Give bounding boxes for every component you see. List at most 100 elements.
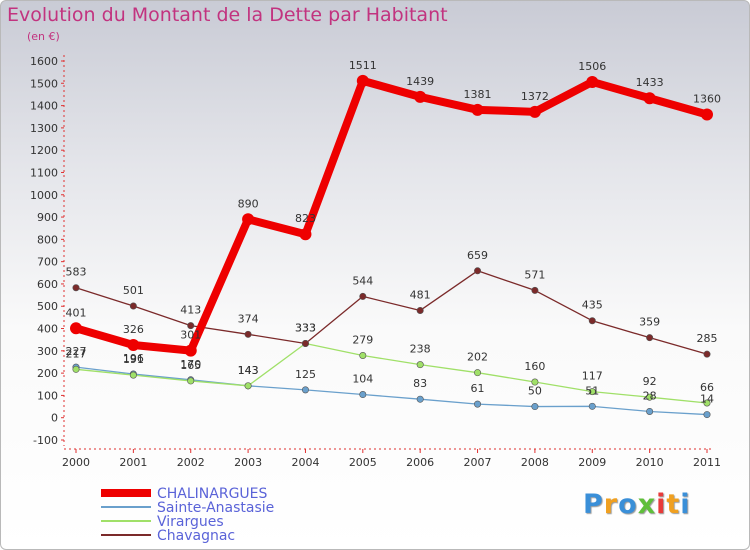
x-tick-label: 2006 <box>406 456 434 469</box>
chart-title: Evolution du Montant de la Dette par Hab… <box>7 4 448 26</box>
y-tick-label: 1500 <box>30 77 58 90</box>
series-line-chalinargues <box>72 76 711 355</box>
data-point <box>129 371 137 379</box>
x-tick-label: 2008 <box>521 456 549 469</box>
data-point <box>701 108 713 121</box>
data-label: 285 <box>697 332 718 345</box>
data-label: 143 <box>238 364 259 377</box>
data-label: 333 <box>295 321 316 334</box>
logo-letter: o <box>618 489 638 520</box>
data-label: 104 <box>352 373 373 386</box>
data-label: 333 <box>295 321 316 334</box>
data-label: 217 <box>66 347 87 360</box>
data-label: 374 <box>238 312 259 325</box>
data-point <box>416 395 424 403</box>
data-label: 890 <box>238 197 259 210</box>
data-label: 301 <box>180 329 201 342</box>
data-point <box>72 365 80 373</box>
data-label: 659 <box>467 249 488 262</box>
data-point <box>129 302 137 310</box>
data-point <box>187 322 195 330</box>
data-point <box>416 306 424 314</box>
y-tick-label: 1100 <box>30 166 58 179</box>
legend-label: Sainte-Anastasie <box>157 500 274 516</box>
data-point <box>356 74 369 87</box>
data-point <box>244 330 252 338</box>
data-point <box>359 391 367 399</box>
data-point <box>646 334 654 342</box>
data-label: 1506 <box>578 60 606 73</box>
y-tick-label: 0 <box>51 412 58 425</box>
data-label: 1381 <box>464 88 492 101</box>
data-point <box>301 386 309 394</box>
y-tick-label: 1400 <box>30 100 58 113</box>
data-point <box>703 411 711 419</box>
data-label: 1372 <box>521 90 549 103</box>
data-label: 1439 <box>406 75 434 88</box>
data-label: 571 <box>524 268 545 281</box>
data-point <box>471 103 484 116</box>
chart-subtitle: (en €) <box>27 30 60 43</box>
y-tick-label: 400 <box>37 323 58 336</box>
logo-letter: i <box>656 489 667 520</box>
data-label: 196 <box>123 352 144 365</box>
y-tick-label: 500 <box>37 300 58 313</box>
data-point <box>531 403 539 411</box>
x-tick-label: 2009 <box>578 456 606 469</box>
data-label: 165 <box>180 359 201 372</box>
logo-letter: x <box>637 489 657 520</box>
legend-label: Chavagnac <box>157 528 235 544</box>
data-label: 435 <box>582 299 603 312</box>
data-point <box>244 382 252 390</box>
data-label: 1360 <box>693 93 721 106</box>
data-label: 51 <box>585 384 599 397</box>
data-label: 401 <box>66 306 87 319</box>
data-label: 823 <box>295 212 316 225</box>
data-point <box>703 399 711 407</box>
data-point <box>474 400 482 408</box>
data-point <box>184 344 197 357</box>
data-label: 359 <box>639 316 660 329</box>
x-tick-label: 2003 <box>234 456 262 469</box>
data-label: 160 <box>524 360 545 373</box>
proxiti-logo: Proxiti <box>583 489 691 520</box>
data-label: 1433 <box>636 76 664 89</box>
data-point <box>531 286 539 294</box>
data-label: 1511 <box>349 59 377 72</box>
data-label: 227 <box>66 345 87 358</box>
data-point <box>70 322 82 335</box>
logo-letter: i <box>680 489 691 520</box>
data-point <box>242 213 255 226</box>
x-tick-label: 2005 <box>349 456 377 469</box>
data-point <box>127 339 140 352</box>
logo-letter: P <box>583 489 604 520</box>
data-point <box>474 369 482 377</box>
data-point <box>299 228 312 241</box>
x-tick-label: 2002 <box>177 456 205 469</box>
data-label: 544 <box>352 274 373 287</box>
x-tick-label: 2004 <box>291 456 319 469</box>
data-point <box>646 393 654 401</box>
y-tick-label: -100 <box>33 434 58 447</box>
data-label: 191 <box>123 353 144 366</box>
logo-letter: r <box>603 489 619 520</box>
data-label: 583 <box>66 266 87 279</box>
data-point <box>643 92 656 105</box>
x-tick-label: 2010 <box>636 456 664 469</box>
data-point <box>703 350 711 358</box>
data-point <box>474 267 482 275</box>
data-point <box>359 352 367 360</box>
y-tick-label: 300 <box>37 345 58 358</box>
y-tick-label: 600 <box>37 278 58 291</box>
data-label: 117 <box>582 370 603 383</box>
y-tick-label: 1200 <box>30 144 58 157</box>
data-point <box>531 378 539 386</box>
data-point <box>301 339 309 347</box>
data-label: 481 <box>410 288 431 301</box>
logo-letter: t <box>666 489 681 520</box>
data-label: 279 <box>352 334 373 347</box>
data-label: 202 <box>467 351 488 364</box>
series-line-virargues <box>75 342 708 404</box>
legend-label: CHALINARGUES <box>157 486 268 502</box>
